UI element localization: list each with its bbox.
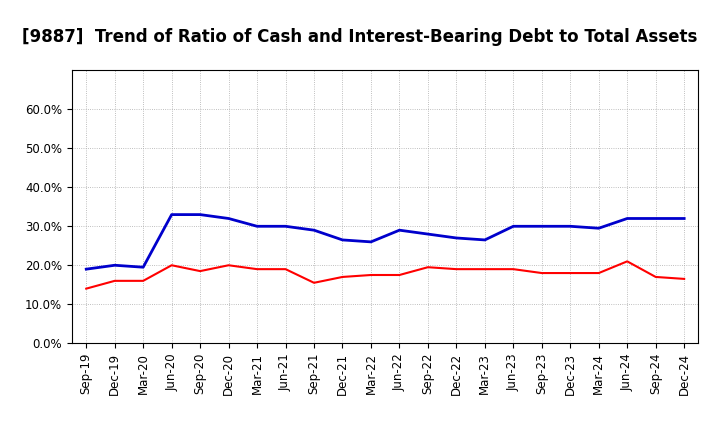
Cash bbox=[680, 276, 688, 282]
Interest-Bearing Debt bbox=[366, 239, 375, 245]
Interest-Bearing Debt bbox=[480, 237, 489, 242]
Interest-Bearing Debt bbox=[282, 224, 290, 229]
Cash bbox=[253, 267, 261, 272]
Cash bbox=[110, 278, 119, 283]
Cash bbox=[566, 271, 575, 276]
Interest-Bearing Debt bbox=[253, 224, 261, 229]
Cash bbox=[282, 267, 290, 272]
Interest-Bearing Debt bbox=[395, 227, 404, 233]
Cash bbox=[395, 272, 404, 278]
Interest-Bearing Debt bbox=[225, 216, 233, 221]
Cash bbox=[509, 267, 518, 272]
Cash bbox=[423, 264, 432, 270]
Interest-Bearing Debt bbox=[680, 216, 688, 221]
Interest-Bearing Debt bbox=[110, 263, 119, 268]
Cash bbox=[652, 274, 660, 279]
Line: Interest-Bearing Debt: Interest-Bearing Debt bbox=[86, 215, 684, 269]
Interest-Bearing Debt bbox=[423, 231, 432, 237]
Cash bbox=[595, 271, 603, 276]
Cash bbox=[139, 278, 148, 283]
Interest-Bearing Debt bbox=[566, 224, 575, 229]
Cash bbox=[480, 267, 489, 272]
Interest-Bearing Debt bbox=[310, 227, 318, 233]
Interest-Bearing Debt bbox=[452, 235, 461, 241]
Cash bbox=[196, 268, 204, 274]
Interest-Bearing Debt bbox=[509, 224, 518, 229]
Cash bbox=[167, 263, 176, 268]
Interest-Bearing Debt bbox=[139, 264, 148, 270]
Cash bbox=[338, 274, 347, 279]
Cash bbox=[623, 259, 631, 264]
Interest-Bearing Debt bbox=[537, 224, 546, 229]
Interest-Bearing Debt bbox=[652, 216, 660, 221]
Interest-Bearing Debt bbox=[595, 226, 603, 231]
Interest-Bearing Debt bbox=[623, 216, 631, 221]
Interest-Bearing Debt bbox=[82, 267, 91, 272]
Interest-Bearing Debt bbox=[196, 212, 204, 217]
Text: [9887]  Trend of Ratio of Cash and Interest-Bearing Debt to Total Assets: [9887] Trend of Ratio of Cash and Intere… bbox=[22, 28, 698, 46]
Line: Cash: Cash bbox=[86, 261, 684, 289]
Cash bbox=[366, 272, 375, 278]
Cash bbox=[225, 263, 233, 268]
Cash bbox=[452, 267, 461, 272]
Interest-Bearing Debt bbox=[167, 212, 176, 217]
Cash bbox=[82, 286, 91, 291]
Interest-Bearing Debt bbox=[338, 237, 347, 242]
Cash bbox=[537, 271, 546, 276]
Cash bbox=[310, 280, 318, 286]
